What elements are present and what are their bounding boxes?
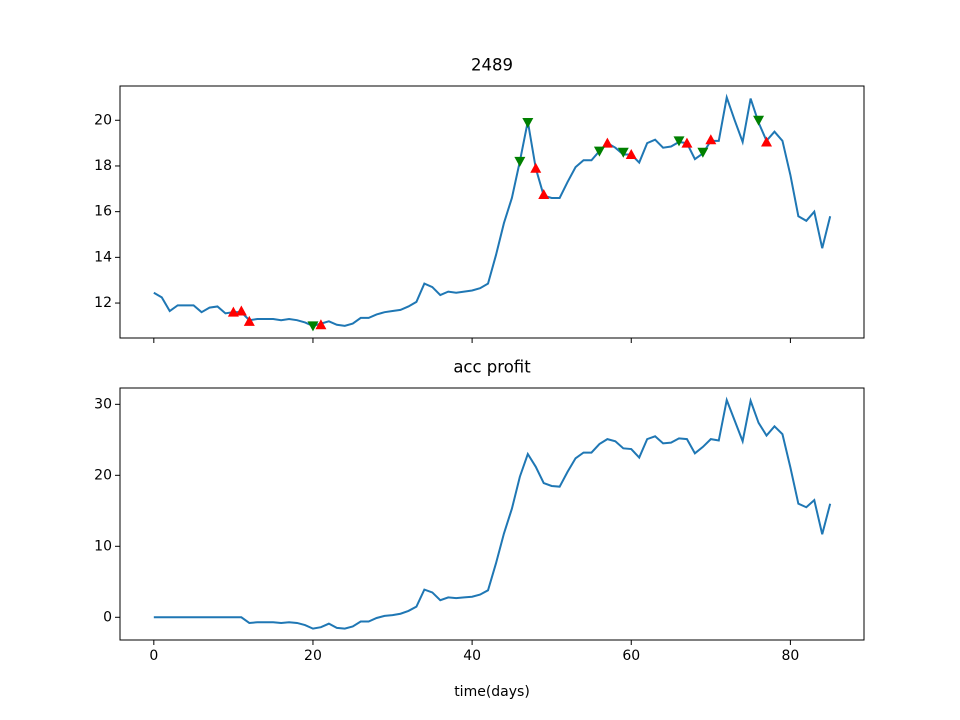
- trade-marker: [753, 115, 765, 126]
- x-tick-label: 0: [149, 648, 158, 664]
- y-tick-label: 20: [94, 467, 112, 483]
- x-tick-label: 20: [304, 648, 322, 664]
- x-axis-label: time(days): [454, 684, 530, 700]
- y-tick-label: 18: [94, 158, 112, 174]
- trade-marker: [530, 162, 542, 173]
- y-tick-label: 0: [103, 609, 112, 625]
- line: [153, 93, 832, 327]
- y-tick-label: 10: [94, 538, 112, 554]
- x-tick-label: 80: [781, 648, 799, 664]
- trade-marker: [307, 321, 319, 332]
- trade-marker: [514, 156, 526, 167]
- trade-marker: [593, 146, 605, 157]
- trade-marker: [673, 136, 685, 147]
- trade-marker: [538, 189, 550, 200]
- y-tick-label: 12: [94, 295, 112, 311]
- y-tick-label: 16: [94, 204, 112, 220]
- x-tick-label: 60: [622, 648, 640, 664]
- trade-marker: [625, 149, 637, 160]
- axes-frame: [119, 387, 865, 641]
- chart-title: acc profit: [453, 358, 531, 377]
- chart-title: 2489: [471, 56, 513, 75]
- axes-frame: [119, 85, 865, 339]
- trade-marker: [617, 147, 629, 158]
- trade-marker: [705, 134, 717, 145]
- trade-marker: [235, 305, 247, 316]
- trade-marker: [522, 118, 534, 129]
- trade-marker: [601, 137, 613, 148]
- y-tick-label: 30: [94, 396, 112, 412]
- y-tick-label: 20: [94, 112, 112, 128]
- x-tick-label: 40: [463, 648, 481, 664]
- trade-marker: [227, 306, 239, 317]
- line: [153, 396, 832, 630]
- trade-marker: [697, 147, 709, 158]
- y-tick-label: 14: [94, 249, 112, 265]
- trade-marker: [315, 319, 327, 330]
- trade-marker: [681, 137, 693, 148]
- trade-marker: [243, 315, 255, 326]
- trade-marker: [761, 136, 773, 147]
